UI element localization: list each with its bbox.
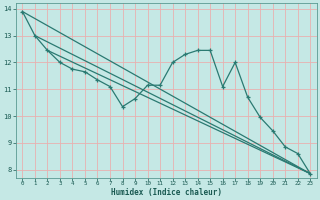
X-axis label: Humidex (Indice chaleur): Humidex (Indice chaleur) <box>111 188 222 197</box>
